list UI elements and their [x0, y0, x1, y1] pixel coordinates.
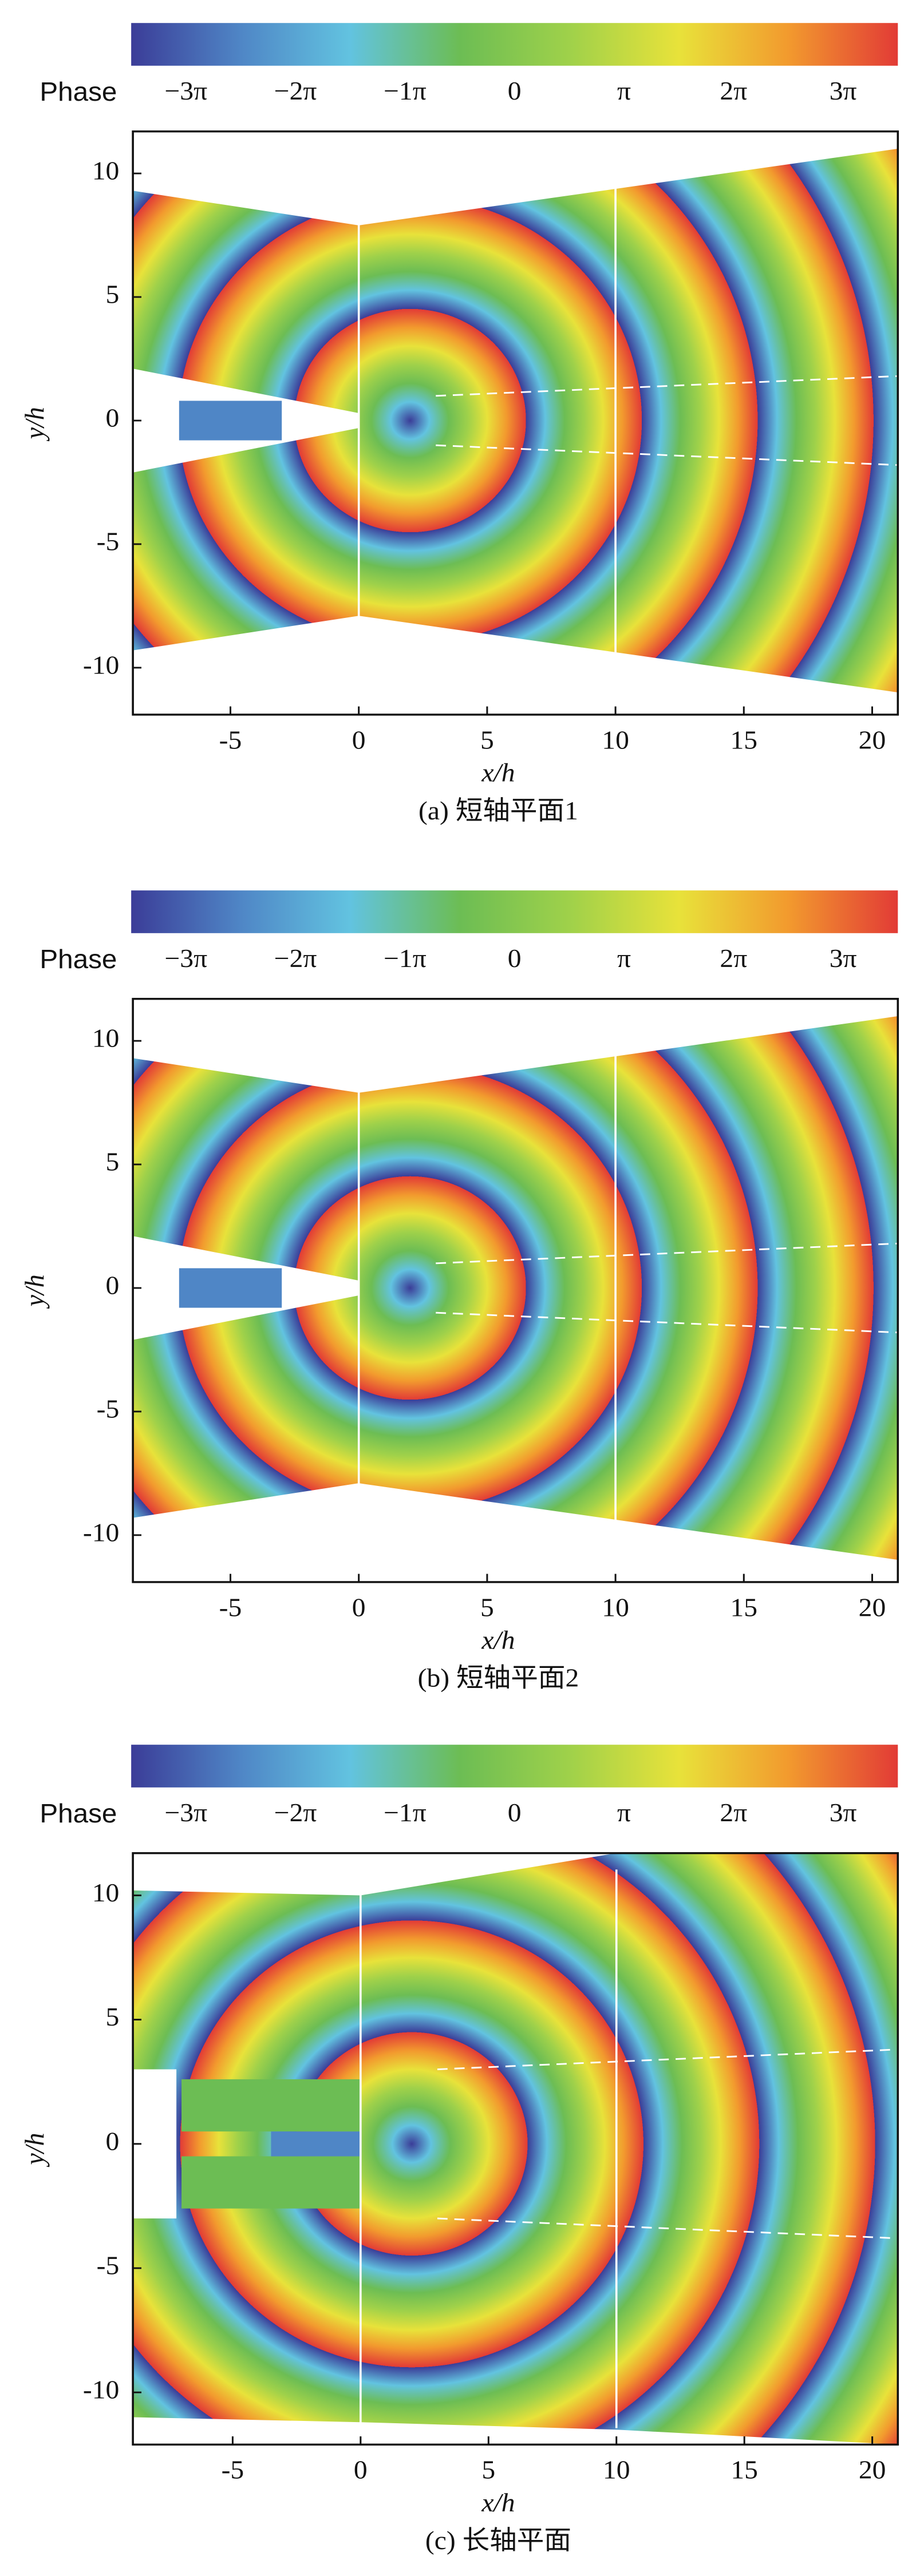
y-tick-label: 0	[106, 2127, 120, 2156]
x-tick-label: 15	[731, 2455, 758, 2484]
colorbar-tick-label: π	[617, 944, 631, 973]
colorbar-tick-label: −1π	[384, 944, 427, 973]
shear-line	[436, 1242, 898, 1265]
colorbar-tick-label: −1π	[384, 1798, 427, 1828]
y-tick-label: 10	[92, 156, 120, 185]
y-tick-label: -5	[97, 527, 120, 556]
x-tick-label: -5	[222, 2455, 244, 2484]
x-tick-label: 5	[480, 726, 494, 755]
colorbar-label: Phase	[40, 77, 117, 106]
colorbar	[131, 23, 898, 66]
x-tick-label: -5	[219, 726, 242, 755]
x-tick-label: 0	[352, 1593, 366, 1622]
nozzle	[181, 2079, 361, 2132]
colorbar-tick-label: −3π	[164, 944, 207, 973]
x-tick-label: -5	[219, 1593, 242, 1622]
x-tick-label: 10	[603, 2455, 630, 2484]
shear-line	[436, 375, 898, 397]
colorbar	[131, 1745, 898, 1788]
colorbar	[131, 890, 898, 933]
x-tick-label: 0	[352, 726, 366, 755]
plot-frame	[132, 997, 899, 1583]
colorbar-tick-label: 0	[508, 77, 522, 106]
x-tick-label: 0	[354, 2455, 368, 2484]
shear-line	[436, 1311, 898, 1334]
phase-field	[133, 148, 898, 693]
y-tick-label: 5	[106, 2003, 120, 2032]
y-tick-label: 10	[92, 1879, 120, 1908]
x-tick-label: 5	[481, 2455, 495, 2484]
colorbar-label: Phase	[40, 945, 117, 974]
x-tick-label: 20	[859, 1593, 886, 1622]
nozzle	[271, 2131, 361, 2157]
y-tick-label: -10	[83, 651, 119, 680]
x-axis-label: x/h	[481, 2488, 515, 2518]
y-tick-label: 0	[106, 1271, 120, 1300]
shear-line	[437, 2217, 898, 2240]
colorbar-tick-label: 2π	[720, 944, 747, 973]
colorbar-tick-label: 3π	[830, 77, 857, 106]
colorbar-tick-label: −2π	[274, 944, 317, 973]
colorbar-tick-label: −2π	[274, 77, 317, 106]
colorbar-tick-label: −1π	[384, 77, 427, 106]
y-tick-label: -10	[83, 1518, 119, 1547]
nozzle	[181, 2156, 361, 2209]
colorbar-label: Phase	[40, 1799, 117, 1828]
plot-frame	[132, 130, 899, 716]
x-axis-label: x/h	[481, 1626, 515, 1655]
caption: (c) 长轴平面	[425, 2526, 571, 2555]
shear-line	[437, 2048, 898, 2070]
caption: (a) 短轴平面1	[418, 796, 578, 826]
y-tick-label: -5	[97, 1394, 120, 1424]
nozzle	[179, 401, 282, 441]
x-tick-label: 10	[602, 726, 629, 755]
caption: (b) 短轴平面2	[418, 1663, 579, 1693]
colorbar-tick-label: π	[617, 77, 631, 106]
nozzle-gap	[133, 2069, 177, 2219]
nozzle	[179, 1268, 282, 1308]
y-tick-label: 5	[106, 1147, 120, 1176]
y-axis-label: y/h	[20, 2133, 50, 2167]
phase-field	[133, 1016, 898, 1560]
y-axis-label: y/h	[20, 1274, 50, 1309]
x-axis-label: x/h	[481, 758, 515, 787]
plot-frame	[132, 1852, 899, 2446]
y-tick-label: -10	[83, 2375, 119, 2404]
colorbar-tick-label: 0	[508, 944, 522, 973]
y-tick-label: -5	[97, 2251, 120, 2280]
y-tick-label: 5	[106, 280, 120, 309]
y-tick-label: 0	[106, 403, 120, 433]
colorbar-tick-label: 0	[508, 1798, 522, 1828]
y-axis-label: y/h	[20, 407, 50, 441]
x-tick-label: 15	[730, 1593, 757, 1622]
x-tick-label: 5	[480, 1593, 494, 1622]
colorbar-tick-label: −3π	[164, 77, 207, 106]
shear-line	[436, 444, 898, 466]
colorbar-tick-label: −3π	[164, 1798, 207, 1828]
colorbar-tick-label: 3π	[830, 944, 857, 973]
x-tick-label: 10	[602, 1593, 629, 1622]
colorbar-tick-label: −2π	[274, 1798, 317, 1828]
colorbar-tick-label: 2π	[720, 77, 747, 106]
colorbar-tick-label: 3π	[830, 1798, 857, 1828]
colorbar-tick-label: 2π	[720, 1798, 747, 1828]
x-tick-label: 15	[730, 726, 757, 755]
colorbar-tick-label: π	[617, 1798, 631, 1828]
y-tick-label: 10	[92, 1024, 120, 1053]
x-tick-label: 20	[859, 726, 886, 755]
phase-field	[133, 1853, 898, 2445]
x-tick-label: 20	[859, 2455, 886, 2484]
